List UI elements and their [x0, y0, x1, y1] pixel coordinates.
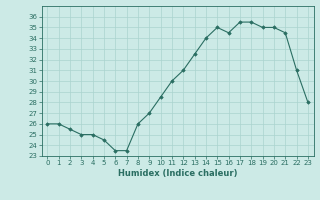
X-axis label: Humidex (Indice chaleur): Humidex (Indice chaleur) [118, 169, 237, 178]
